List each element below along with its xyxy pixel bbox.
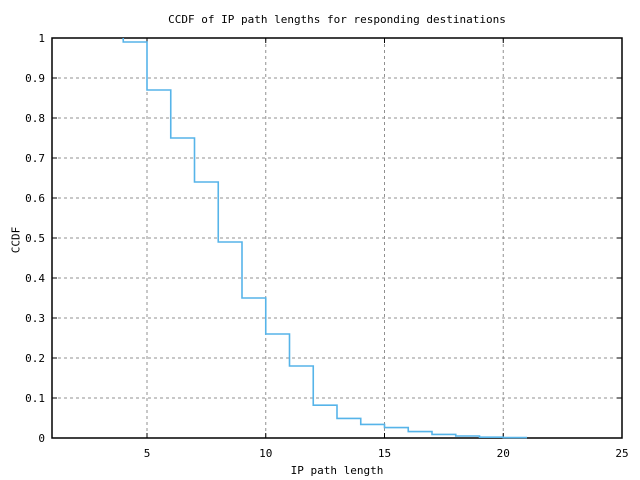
y-tick-label: 0 xyxy=(38,432,45,445)
y-tick-label: 0.5 xyxy=(25,232,45,245)
chart-title: CCDF of IP path lengths for responding d… xyxy=(168,13,506,26)
y-tick-label: 0.8 xyxy=(25,112,45,125)
x-axis-label: IP path length xyxy=(290,464,384,477)
ccdf-step-line xyxy=(122,38,527,439)
x-tick-label: 5 xyxy=(144,447,151,460)
y-tick-label: 0.4 xyxy=(25,272,45,285)
x-tick-label: 20 xyxy=(497,447,510,460)
x-tick-label: 25 xyxy=(615,447,628,460)
y-tick-label: 1 xyxy=(38,32,45,45)
y-tick-label: 0.7 xyxy=(25,152,45,165)
x-tick-label: 10 xyxy=(259,447,272,460)
y-tick-label: 0.2 xyxy=(25,352,45,365)
y-tick-label: 0.3 xyxy=(25,312,45,325)
y-tick-label: 0.9 xyxy=(25,72,45,85)
y-tick-label: 0.6 xyxy=(25,192,45,205)
x-tick-label: 15 xyxy=(378,447,391,460)
y-tick-label: 0.1 xyxy=(25,392,45,405)
